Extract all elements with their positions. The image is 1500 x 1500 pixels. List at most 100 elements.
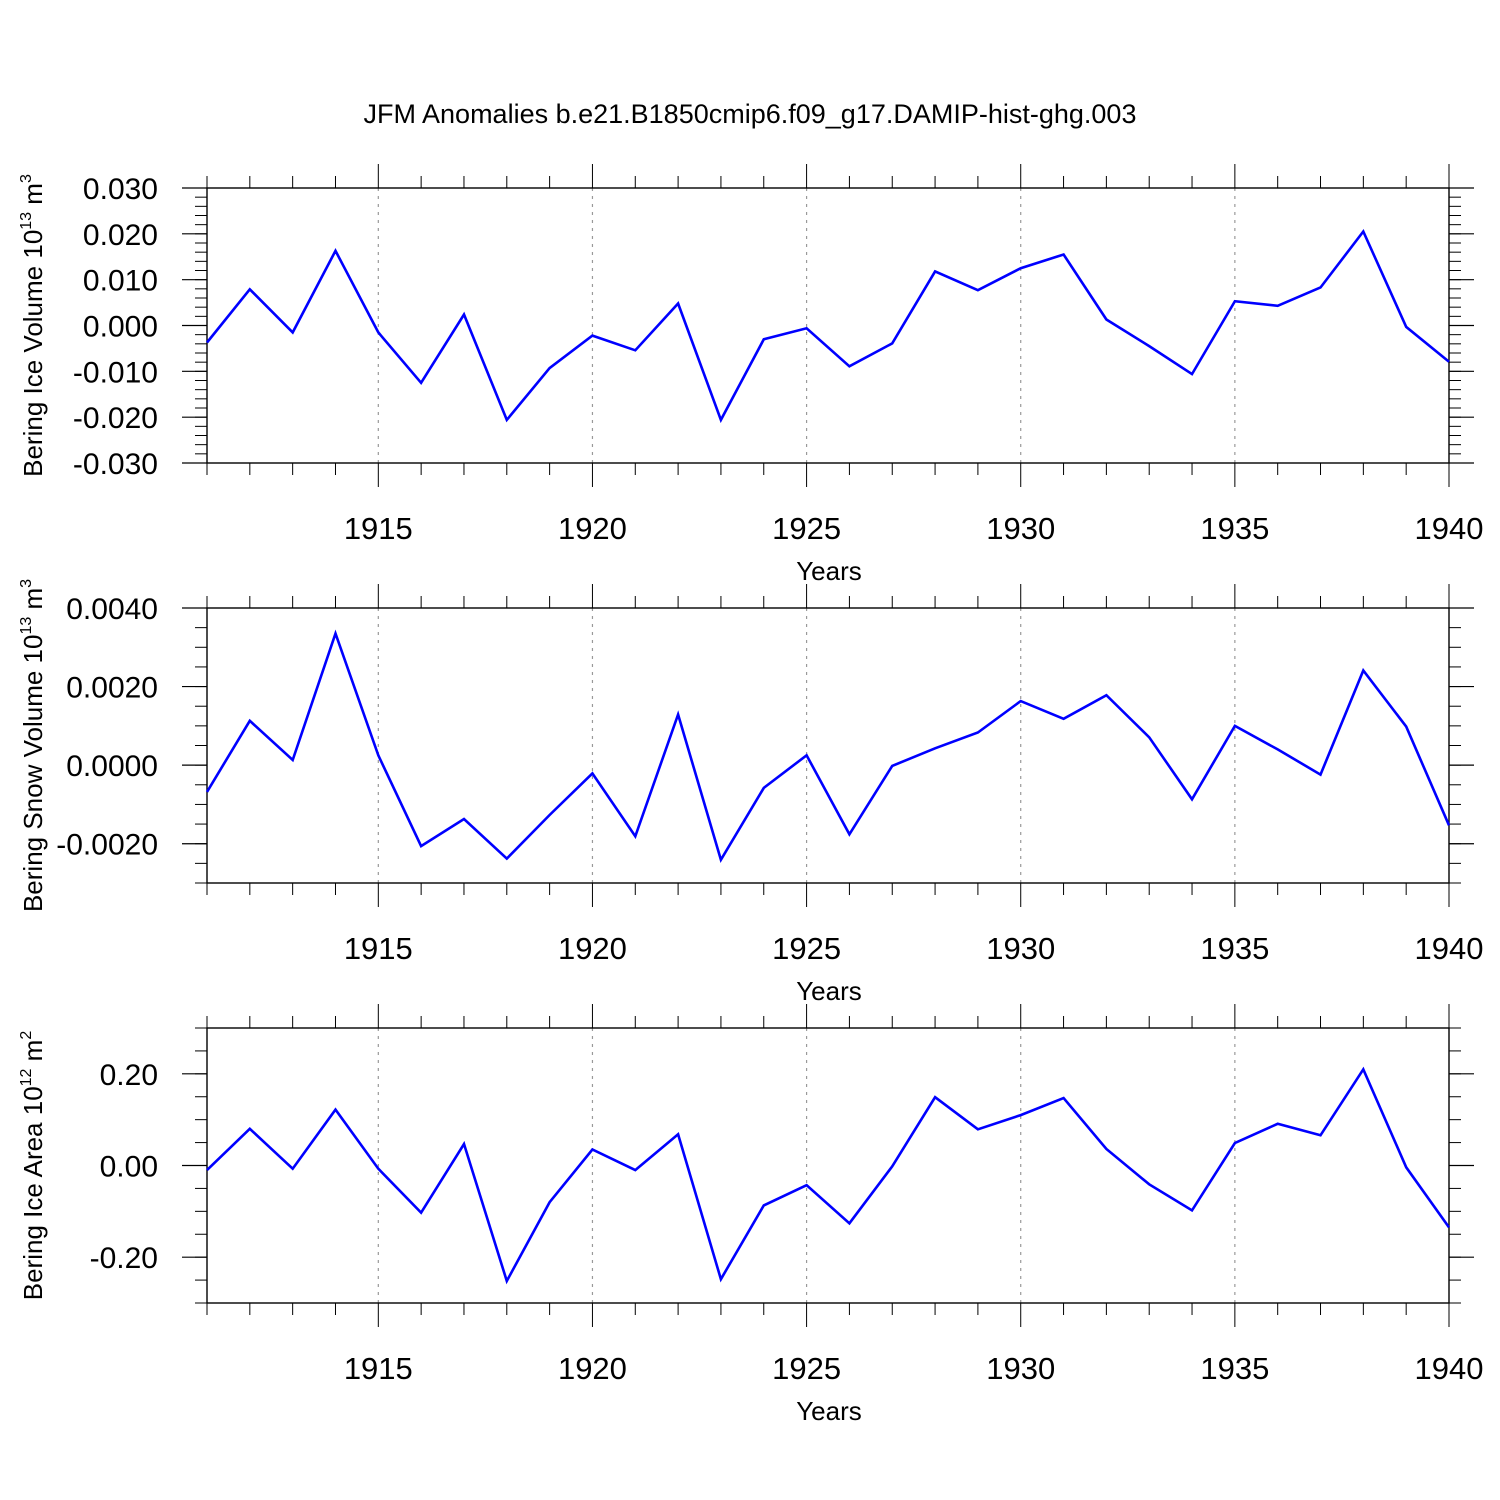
data-point [847,1221,851,1225]
data-point [805,1183,809,1187]
data-point [205,340,209,344]
y-axis-units-unit-exponent: 3 [18,174,35,183]
data-point [419,1211,423,1215]
data-point [805,753,809,757]
y-tick-label: 0.0040 [66,593,158,626]
x-tick-label: 1930 [986,1351,1055,1386]
data-point [419,381,423,385]
data-point [333,1108,337,1112]
y-tick-label: -0.010 [73,356,158,389]
data-point [590,334,594,338]
data-point [1019,1113,1023,1117]
x-axis-label: Years [796,556,862,586]
x-tick-label: 1920 [558,511,627,546]
data-point [719,858,723,862]
chart-panels: -0.030 -0.020 -0.010 0.000 0.010 0.020 0.030 19… [18,164,1483,1426]
series-line [205,228,1450,424]
data-point [1190,372,1194,376]
data-point [1104,318,1108,322]
data-point [291,330,295,334]
data-point [847,832,851,836]
y-axis-units-exponent: 13 [18,617,35,635]
data-point [419,844,423,848]
chart-panel-1: -0.030 -0.020 -0.010 0.000 0.010 0.020 0.030 19… [18,164,1483,586]
y-tick-label: 0.030 [83,173,158,206]
data-point [505,1279,509,1283]
y-axis-label: Bering Ice Volume 1013 m3 [18,174,48,477]
y-axis-units-base: 10 [18,1086,48,1115]
data-point [291,1167,295,1171]
data-point [1361,1067,1365,1071]
chart-title: JFM Anomalies b.e21.B1850cmip6.f09_g17.D… [364,99,1137,129]
x-axis-label: Years [796,1396,862,1426]
chart-panel-3: -0.20 0.00 0.20 1915 1920 1925 1930 1935 1940 Yea… [18,1004,1483,1426]
data-point [633,834,637,838]
y-tick-label: 0.000 [83,311,158,344]
y-axis-units-unit-exponent: 2 [18,1031,35,1040]
data-point [890,341,894,345]
x-tick-label: 1920 [558,931,627,966]
x-tick-label: 1930 [986,931,1055,966]
data-point [805,326,809,330]
y-axis-units-unit-exponent: 3 [18,579,35,588]
x-tick-label: 1915 [344,1351,413,1386]
x-tick-label: 1940 [1415,931,1484,966]
data-point [1062,1096,1066,1100]
data-point [933,1095,937,1099]
x-tick-label: 1940 [1415,1351,1484,1386]
y-axis-units-unit: m [18,1040,48,1069]
y-tick-label: 0.0020 [66,672,158,705]
data-point [633,348,637,352]
plot-frame [206,1027,1450,1304]
y-axis-units-unit: m [18,588,48,617]
data-point [205,790,209,794]
data-point [1019,266,1023,270]
data-point [1361,668,1365,672]
data-point [762,1203,766,1207]
series-line [205,629,1451,864]
plot-frame [206,187,1450,464]
x-tick-label: 1925 [772,1351,841,1386]
y-axis-label-name: Bering Ice Volume [18,259,48,477]
y-axis-units-exponent: 12 [18,1068,35,1086]
data-point [890,1164,894,1168]
y-axis-units-base: 10 [18,230,48,259]
data-point [1276,747,1280,751]
x-tick-label: 1925 [772,511,841,546]
data-point [376,753,380,757]
data-point [1190,797,1194,801]
data-point [590,771,594,775]
series-line [206,1066,1451,1285]
data-point [1319,285,1323,289]
y-tick-label: 0.20 [100,1059,158,1092]
data-point [333,632,337,636]
data-point [1404,1165,1408,1169]
data-point [1233,299,1237,303]
data-point [719,418,723,422]
x-tick-label: 1935 [1200,1351,1269,1386]
y-tick-label: 0.020 [83,219,158,252]
data-point [890,764,894,768]
y-tick-label: -0.20 [90,1242,158,1275]
data-point [291,758,295,762]
data-point [505,418,509,422]
data-point [205,1168,209,1172]
data-point [1233,1141,1237,1145]
y-axis-units-unit: m [18,183,48,212]
data-point [333,249,337,253]
data-point [933,746,937,750]
y-tick-label: -0.0020 [56,829,158,862]
data-point [462,817,466,821]
data-point [548,366,552,370]
x-tick-label: 1920 [558,1351,627,1386]
data-point [1276,1122,1280,1126]
y-axis-label: Bering Ice Area 1012 m2 [18,1031,48,1301]
data-point [1062,717,1066,721]
data-point [676,712,680,716]
data-point [1276,304,1280,308]
data-point [1190,1208,1194,1212]
data-point [462,313,466,317]
x-tick-label: 1940 [1415,511,1484,546]
data-point [976,288,980,292]
data-point [676,302,680,306]
